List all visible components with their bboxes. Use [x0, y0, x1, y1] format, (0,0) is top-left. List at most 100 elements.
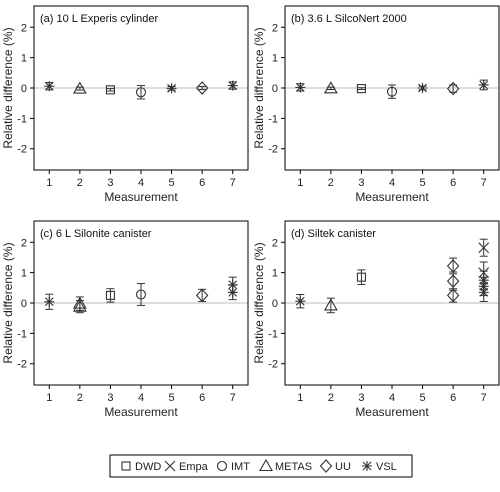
data-point — [105, 288, 115, 303]
marker-vsl — [44, 296, 55, 307]
asterisk-marker — [227, 287, 238, 298]
marker-vsl — [227, 80, 238, 91]
panel-title: (d) Siltek canister — [291, 228, 376, 240]
y-tick-label: 1 — [21, 53, 27, 65]
data-point — [295, 82, 306, 93]
data-point — [478, 282, 489, 302]
marker-uu — [446, 81, 460, 96]
legend-label: UU — [335, 461, 351, 473]
chart-panel-2: (b) 3.6 L SilcoNert 2000 -2 -1 0 1 2 1 2 3 4 5 6 7 Me… — [252, 5, 500, 204]
marker-empa — [478, 242, 490, 254]
data-point — [195, 81, 209, 95]
x-axis-label: Measurement — [355, 405, 429, 419]
marker-uu — [446, 274, 460, 288]
triangle-marker — [259, 458, 273, 472]
y-tick-label: 1 — [272, 268, 278, 280]
data-point — [227, 80, 238, 91]
y-tick-label: -1 — [17, 113, 27, 125]
y-tick-label: 1 — [21, 268, 27, 280]
asterisk-marker — [295, 296, 306, 307]
square-marker — [121, 461, 131, 471]
y-tick-label: 2 — [21, 237, 27, 249]
asterisk-marker — [44, 296, 55, 307]
marker-uu — [195, 288, 209, 303]
y-tick-label: -1 — [268, 113, 278, 125]
marker-uu — [446, 288, 460, 303]
marker-vsl — [417, 83, 428, 93]
chart-panel-3: (c) 6 L Silonite canister -2 -1 0 1 2 1 2 3 4 5 6 7 M… — [1, 220, 249, 419]
x-tick-label: 7 — [481, 177, 487, 189]
x-axis-label: Measurement — [355, 190, 429, 204]
marker-vsl — [44, 81, 55, 92]
data-point — [44, 293, 55, 310]
marker-dwd — [105, 290, 115, 300]
data-point — [227, 284, 238, 301]
data-point — [105, 85, 115, 95]
cross-marker — [478, 242, 490, 254]
legend-label: IMT — [231, 461, 250, 473]
asterisk-marker — [295, 82, 306, 93]
y-axis-label: Relative difference (%) — [1, 27, 15, 148]
circle-marker — [135, 87, 147, 98]
x-axis-label: Measurement — [104, 405, 178, 419]
legend-item-empa: Empa — [164, 460, 209, 473]
data-point — [478, 79, 489, 91]
legend-marker — [216, 460, 228, 472]
legend-label: Empa — [179, 461, 209, 473]
square-marker — [105, 85, 115, 95]
data-point — [323, 297, 338, 314]
x-tick-label: 7 — [230, 177, 236, 189]
data-point — [356, 84, 366, 94]
panel-title: (b) 3.6 L SilcoNert 2000 — [291, 13, 407, 25]
data-point — [72, 81, 87, 94]
data-point — [446, 257, 460, 275]
data-point — [446, 288, 460, 303]
asterisk-marker — [417, 83, 428, 93]
marker-vsl — [478, 287, 489, 298]
diamond-marker — [195, 81, 209, 95]
x-tick-label: 4 — [138, 392, 144, 404]
data-point — [386, 84, 398, 99]
marker-imt — [135, 289, 147, 300]
legend-marker — [121, 461, 131, 471]
marker-imt — [386, 86, 398, 97]
y-tick-label: 2 — [272, 237, 278, 249]
legend-item-vsl: VSL — [362, 461, 397, 473]
data-point — [356, 269, 366, 285]
data-point — [135, 85, 147, 100]
legend-item-imt: IMT — [216, 460, 250, 473]
data-point — [478, 238, 490, 257]
x-tick-label: 3 — [358, 177, 364, 189]
panel-title: (a) 10 L Experis cylinder — [40, 13, 159, 25]
marker-uu — [195, 81, 209, 95]
asterisk-marker — [478, 287, 489, 298]
y-tick-label: -2 — [17, 359, 27, 371]
marker-dwd — [105, 85, 115, 95]
data-point — [323, 81, 338, 94]
marker-metas — [72, 299, 87, 312]
x-tick-label: 1 — [46, 392, 52, 404]
y-axis-label: Relative difference (%) — [1, 242, 15, 363]
y-tick-label: -2 — [268, 359, 278, 371]
marker-dwd — [356, 272, 366, 282]
y-tick-label: -2 — [17, 144, 27, 156]
data-point — [166, 83, 177, 94]
legend-marker — [319, 459, 333, 473]
legend-marker — [362, 461, 372, 471]
x-tick-label: 4 — [138, 177, 144, 189]
x-tick-label: 6 — [450, 177, 456, 189]
diamond-marker — [446, 288, 460, 303]
chart-panel-1: (a) 10 L Experis cylinder -2 -1 0 1 2 1 2 3 4 5 6 7 M… — [1, 5, 249, 204]
legend-label: METAS — [275, 461, 312, 473]
legend-item-metas: METAS — [259, 458, 312, 473]
x-tick-label: 3 — [358, 392, 364, 404]
triangle-marker — [323, 81, 338, 94]
data-point — [446, 81, 460, 96]
x-tick-label: 1 — [46, 177, 52, 189]
triangle-marker — [72, 299, 87, 312]
panel-title: (c) 6 L Silonite canister — [40, 228, 152, 240]
x-tick-label: 7 — [481, 392, 487, 404]
asterisk-marker — [166, 83, 177, 94]
cross-marker — [164, 460, 176, 472]
